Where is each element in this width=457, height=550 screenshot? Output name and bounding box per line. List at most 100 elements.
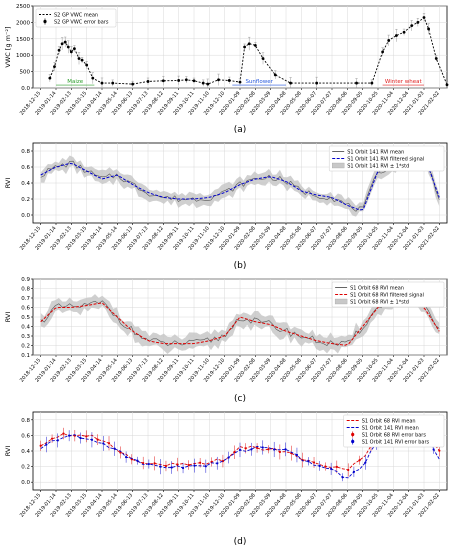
legend-label: S1 Orbit 68 RVI mean [362,419,416,425]
data-point [142,461,145,465]
data-point [341,476,344,479]
data-point [206,82,210,86]
series-line [49,16,448,85]
data-point [63,40,67,44]
data-point [315,81,319,85]
data-point [201,81,205,85]
data-point [153,462,156,465]
y-tick-label: 0.4 [21,449,30,455]
data-point [48,76,52,80]
panel-1: 2018-12-152019-01-142019-02-132019-03-15… [4,4,449,135]
filtered-line [40,150,440,211]
data-point [164,464,168,468]
data-point [56,439,59,442]
legend-label: S1 Orbit 68 RVI error bars [362,433,427,439]
panel-caption: (b) [234,261,247,271]
data-point [80,58,84,62]
y-tick-label: 500 [20,70,31,76]
panel-3: 2018-12-152019-01-142019-02-132019-03-15… [4,277,448,404]
legend-box [328,145,445,172]
data-point [233,451,236,454]
y-tick-label: 0.4 [21,325,30,331]
legend-label: S1 Orbit 141 RVI ± 1*std [347,164,409,170]
data-point [243,45,247,49]
legend-label: S1 Orbit 141 RVI error bars [362,440,430,446]
data-point [193,464,196,467]
data-point [355,81,358,85]
legend-item: S1 Orbit 141 RVI filtered signal [332,157,424,163]
legend-box [35,8,117,28]
mean-line [40,150,440,212]
data-point [330,467,333,471]
legend-item: S2 GP VWC error bars [43,18,109,26]
y-tick-label: 0.7 [21,296,30,302]
y-tick-label: 0.6 [21,165,30,171]
legend-label: S1 Orbit 68 RVI filtered signal [350,293,424,299]
data-point [73,47,76,51]
legend-item: S1 Orbit 141 RVI mean [346,426,419,432]
legend-item: S1 Orbit 68 RVI ± 1*std [334,298,409,306]
data-point [147,462,150,466]
data-point [79,436,82,440]
legend-label: S1 Orbit 68 RVI mean [350,286,404,292]
data-point [250,448,253,451]
data-point [96,438,99,441]
panel-4: 2018-12-152019-01-142019-02-132019-03-15… [4,411,448,547]
data-point [352,470,356,474]
data-point [85,63,89,67]
data-point [427,27,430,31]
data-point [69,50,73,54]
data-point [131,82,135,86]
data-point [307,460,310,463]
filtered-line [40,295,440,346]
data-point [68,434,71,437]
data-point [187,463,190,467]
data-point [45,443,48,446]
y-tick-label: 0.6 [21,306,30,312]
data-point [227,456,230,459]
crop-label: Maize [67,79,84,85]
legend-item: S1 Orbit 68 RVI mean [346,419,416,425]
data-point [184,78,188,82]
data-point [358,459,361,462]
data-point [244,447,247,450]
legend-swatch [334,298,348,305]
data-point [410,24,414,28]
data-point [113,447,116,450]
data-point [90,438,94,441]
crop-label: Winter wheat [385,79,423,85]
data-point [177,79,181,82]
y-tick-label: 0.3 [21,334,30,340]
y-axis-label: RVI [4,178,12,189]
data-point [324,465,327,468]
data-point [111,81,115,85]
y-axis-label: RVI [4,446,12,457]
data-point [289,81,292,85]
data-point [247,42,251,46]
data-point [192,79,196,83]
data-point [432,448,435,451]
legend-label: S1 Orbit 141 RVI filtered signal [347,157,424,163]
mean-line [40,292,440,346]
data-point [261,446,264,449]
legend-item: S2 GP VWC mean [39,13,98,19]
data-point [445,83,449,87]
y-tick-label: 0.5 [21,315,30,321]
legend-label: S1 Orbit 141 RVI mean [362,426,419,432]
data-point [395,34,398,37]
data-point [181,466,185,470]
data-point [434,57,438,60]
y-tick-label: 0.0 [21,86,30,92]
data-point [278,450,281,454]
legend-swatch [332,162,345,169]
y-tick-label: 0.2 [21,344,30,350]
legend-label: S2 GP VWC mean [54,13,98,19]
y-tick-label: 0.4 [21,181,30,187]
legend-box [331,281,445,308]
data-point [107,442,111,445]
data-point [318,464,321,468]
